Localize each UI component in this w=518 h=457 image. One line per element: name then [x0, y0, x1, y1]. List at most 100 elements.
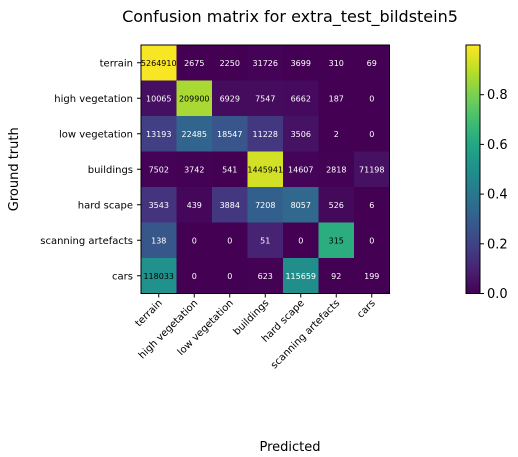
heatmap-cell-3-0: [141, 151, 177, 188]
cell-value-1-0: 10065: [146, 94, 171, 103]
heatmap-cell-4-5: [318, 187, 355, 223]
cell-value-3-6: 71198: [359, 165, 384, 174]
heatmap-cell-5-1: [176, 222, 213, 259]
cell-value-3-5: 2818: [326, 165, 346, 174]
y-tick-label-3: buildings: [88, 165, 133, 176]
colorbar-tick-label-4: 0.8: [487, 88, 508, 103]
cell-value-4-1: 439: [187, 201, 202, 210]
cell-value-2-0: 13193: [146, 130, 171, 139]
cell-value-2-2: 18547: [217, 130, 242, 139]
heatmap-cell-labels: 5264910 2675 2250 31726 3699 310 69 10065 209900…: [141, 59, 385, 281]
cell-value-5-4: 0: [298, 236, 303, 245]
heatmap-cell-4-3: [247, 187, 284, 223]
cell-value-6-0: 118033: [143, 272, 174, 281]
colorbar-tick-label-0: 0.0: [487, 287, 508, 302]
heatmap-cell-3-4: [283, 151, 319, 188]
heatmap-cell-2-3: [247, 116, 284, 152]
heatmap-cell-0-4: [283, 45, 319, 81]
heatmap-cell-2-0: [141, 116, 177, 152]
heatmap-cell-1-1: [176, 80, 213, 117]
cell-value-1-3: 7547: [255, 94, 275, 103]
heatmap-cell-0-6: [354, 45, 390, 81]
cell-value-5-2: 0: [227, 236, 232, 245]
heatmap-cell-1-0: [141, 80, 177, 117]
heatmap-cell-6-6: [354, 258, 390, 294]
heatmap-cell-6-0: [141, 258, 177, 294]
cell-value-4-6: 6: [369, 201, 374, 210]
cell-value-3-0: 7502: [149, 165, 169, 174]
cell-value-6-2: 0: [227, 272, 232, 281]
cell-value-2-3: 11228: [253, 130, 278, 139]
heatmap-cell-2-2: [212, 116, 248, 152]
y-tick-label-0: terrain: [100, 58, 133, 69]
heatmap-cell-5-3: [247, 222, 284, 259]
cell-value-5-5: 315: [329, 236, 344, 245]
heatmap-cell-5-6: [354, 222, 390, 259]
heatmap-cell-0-3: [247, 45, 284, 81]
heatmap-cell-3-2: [212, 151, 248, 188]
cell-value-0-2: 2250: [220, 59, 240, 68]
x-tick-label-5: scanning artefacts: [269, 298, 342, 371]
cell-value-5-6: 0: [369, 236, 374, 245]
cell-value-5-0: 138: [151, 236, 166, 245]
cell-value-5-1: 0: [192, 236, 197, 245]
heatmap-cell-2-6: [354, 116, 390, 152]
cell-value-2-6: 0: [369, 130, 374, 139]
cell-value-5-3: 51: [260, 236, 270, 245]
heatmap-cell-4-2: [212, 187, 248, 223]
y-tick-label-5: scanning artefacts: [40, 236, 133, 247]
heatmap-cell-6-5: [318, 258, 355, 294]
y-axis-label: Ground truth: [7, 127, 22, 211]
y-tick-label-2: low vegetation: [59, 129, 133, 140]
heatmap-cell-5-2: [212, 222, 248, 259]
cell-value-3-1: 3742: [184, 165, 204, 174]
heatmap-cell-6-4: [283, 258, 319, 294]
cell-value-0-6: 69: [367, 59, 377, 68]
heatmap-cell-4-1: [176, 187, 213, 223]
heatmap-cell-3-6: [354, 151, 390, 188]
cell-value-3-2: 541: [222, 165, 237, 174]
cell-value-2-5: 2: [334, 130, 339, 139]
heatmap-cell-5-4: [283, 222, 319, 259]
cell-value-2-4: 3506: [291, 130, 311, 139]
cell-value-4-3: 7208: [255, 201, 275, 210]
cell-value-6-1: 0: [192, 272, 197, 281]
heatmap-cell-5-0: [141, 222, 177, 259]
colorbar-tick-label-1: 0.2: [487, 237, 508, 252]
cell-value-1-2: 6929: [220, 94, 240, 103]
cell-value-0-3: 31726: [253, 59, 278, 68]
heatmap-cell-0-5: [318, 45, 355, 81]
cell-value-6-6: 199: [364, 272, 379, 281]
heatmap-cell-6-1: [176, 258, 213, 294]
heatmap-cell-2-4: [283, 116, 319, 152]
cell-value-1-4: 6662: [291, 94, 311, 103]
heatmap-cell-2-1: [176, 116, 213, 152]
cell-value-3-4: 14607: [288, 165, 313, 174]
colorbar-ticks: 0.0 0.2 0.4 0.6 0.8: [480, 88, 508, 302]
heatmap-cell-0-2: [212, 45, 248, 81]
colorbar: [465, 44, 481, 294]
cell-value-1-1: 209900: [179, 94, 210, 103]
x-tick-label-0: terrain: [133, 298, 164, 329]
cell-value-3-3: 1445941: [247, 165, 283, 174]
heatmap-cell-1-5: [318, 80, 355, 117]
x-axis-label: Predicted: [259, 440, 320, 453]
heatmap-cell-1-2: [212, 80, 248, 117]
colorbar-tick-label-2: 0.4: [487, 188, 508, 203]
chart-title: Confusion matrix for extra_test_bildstei…: [122, 7, 458, 27]
heatmap-cell-6-2: [212, 258, 248, 294]
y-tick-label-6: cars: [112, 271, 133, 282]
heatmap-cell-4-4: [283, 187, 319, 223]
x-tick-label-6: cars: [355, 298, 378, 321]
heatmap-cell-1-6: [354, 80, 390, 117]
cell-value-0-4: 3699: [291, 59, 311, 68]
heatmap-cell-0-1: [176, 45, 213, 81]
heatmap-cell-3-1: [176, 151, 213, 188]
cell-value-6-3: 623: [258, 272, 273, 281]
cell-value-6-4: 115659: [285, 272, 316, 281]
cell-value-4-2: 3884: [220, 201, 240, 210]
heatmap-cell-4-6: [354, 187, 390, 223]
heatmap-cell-5-5: [318, 222, 355, 259]
